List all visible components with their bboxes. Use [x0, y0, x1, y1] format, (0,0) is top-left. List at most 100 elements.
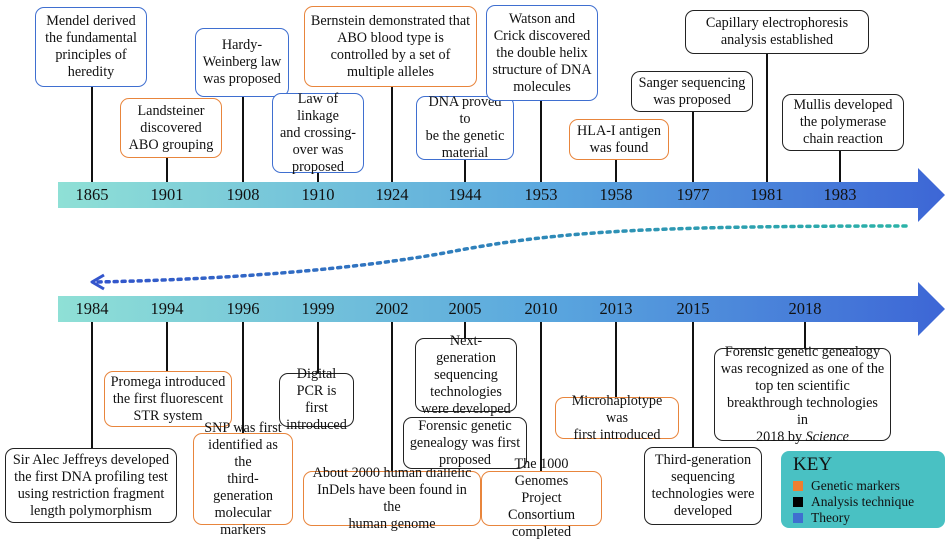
event-text-line: first introduced	[573, 426, 661, 443]
event-text-line: were developed	[421, 400, 511, 417]
event-text-line: The 1000 Genomes	[514, 456, 569, 489]
event-text-line: length polymorphism	[30, 502, 152, 519]
event-text-line: the fundamental	[45, 30, 137, 46]
event-text-line: Weinberg law	[202, 54, 282, 70]
event-text-line: over was	[292, 141, 344, 158]
event-box-1910: Law of linkage and crossing-over was propo…	[272, 91, 364, 176]
event-text-line: Forensic genetic	[418, 417, 512, 434]
event-text-line: structure of DNA	[492, 61, 592, 78]
event-box-1981: Capillary electrophoresis analysis establ…	[685, 10, 869, 54]
event-box-1958: HLA-I antigen was found	[569, 119, 669, 160]
event-connector-line	[464, 322, 466, 338]
event-description: Law of linkage and crossing-over was propo…	[278, 91, 358, 176]
event-text-line: genealogy was first	[409, 434, 521, 451]
genetic-markers-swatch	[793, 481, 803, 491]
event-text-line: Microhaplotype was	[571, 392, 663, 426]
event-description: Digital PCR is first introduced	[285, 366, 348, 434]
event-description: About 2000 human diallelic InDels have be…	[309, 465, 475, 533]
event-text-line: principles of	[55, 47, 127, 63]
event-text-line: Capillary electrophoresis	[705, 15, 849, 31]
year-label-1996: 1996	[226, 299, 260, 318]
event-text-line: the first DNA profiling test	[14, 468, 168, 485]
event-box-1953: Watson and Crick discovered the double hel…	[486, 5, 598, 101]
event-text-line: material	[441, 145, 489, 161]
event-text-line: was found	[589, 139, 649, 156]
event-text-line: technologies	[430, 383, 502, 400]
event-description: Next-generation sequencing technologies wer…	[421, 333, 511, 418]
year-label-2005: 2005	[448, 299, 482, 318]
year-label-1977: 1977	[676, 185, 710, 204]
event-connector-line	[242, 322, 244, 433]
event-text-line: 2018 by Science	[756, 428, 849, 445]
event-box-1944: DNA proved to be the genetic material	[416, 94, 514, 161]
year-label-1908: 1908	[226, 185, 260, 204]
event-text-line: Project Consortium	[507, 490, 575, 523]
event-connector-line	[692, 112, 694, 182]
event-connector-line	[464, 160, 466, 182]
event-box-1977: Sanger sequencing was proposed	[631, 71, 753, 112]
year-label-2010: 2010	[524, 299, 558, 318]
event-box-1901: Landsteiner discovered ABO grouping	[120, 98, 222, 158]
event-text-line: developed	[673, 503, 733, 519]
event-text-line: SNP was first	[204, 419, 282, 436]
year-label-1944: 1944	[448, 185, 482, 204]
event-box-1999: Digital PCR is first introduced	[279, 366, 354, 433]
event-text-line: multiple alleles	[346, 63, 435, 80]
year-label-1910: 1910	[301, 185, 335, 204]
event-connector-line	[391, 87, 393, 182]
year-label-1924: 1924	[375, 185, 409, 204]
event-connector-line	[692, 322, 694, 447]
event-text-line: heredity	[67, 64, 115, 80]
event-description: The 1000 Genomes Project Consortium comple…	[487, 456, 596, 541]
theory-swatch	[793, 513, 803, 523]
event-text-line: Landsteiner	[137, 102, 205, 119]
event-text-line: the double helix	[496, 44, 588, 61]
event-description: Watson and Crick discovered the double hel…	[492, 11, 591, 96]
event-description: Sir Alec Jeffreys developed the first DNA…	[13, 452, 169, 520]
event-text-line: was proposed	[653, 91, 731, 108]
event-box-1996: SNP was first identified as the third-gene…	[193, 420, 293, 538]
event-box-1924: Bernstein demonstrated that ABO blood typ…	[304, 6, 477, 87]
year-label-1865: 1865	[75, 185, 109, 204]
event-description: Mendel derived the fundamental principles …	[45, 13, 137, 81]
event-box-2018: Forensic genetic genealogy was recognized…	[714, 344, 891, 445]
event-connector-line	[91, 322, 93, 448]
event-box-1984: Sir Alec Jeffreys developed the first DNA…	[5, 448, 177, 523]
legend-label: Theory	[811, 510, 850, 525]
event-description: HLA-I antigen was found	[577, 123, 661, 157]
event-description: Bernstein demonstrated that ABO blood typ…	[311, 13, 470, 81]
event-description: Landsteiner discovered ABO grouping	[129, 103, 214, 154]
year-label-1958: 1958	[599, 185, 633, 204]
event-text-line: controlled by a set of	[330, 46, 451, 63]
event-box-2013: Microhaplotype was first introduced	[555, 393, 679, 443]
event-text-line: completed	[511, 524, 572, 540]
event-text-line: molecules	[513, 78, 571, 95]
event-text-line: technologies were	[651, 486, 755, 502]
event-text-line: DNA proved to	[428, 94, 502, 127]
event-box-2010: The 1000 Genomes Project Consortium comple…	[481, 456, 602, 540]
event-connector-line	[166, 158, 168, 182]
event-text-line: analysis established	[720, 32, 834, 48]
event-description: Mullis developed the polymerase chain reac…	[794, 97, 893, 148]
event-box-1983: Mullis developed the polymerase chain reac…	[782, 94, 904, 151]
event-connector-line	[242, 97, 244, 182]
event-text-line: the first fluorescent	[112, 390, 224, 407]
event-text-line: Promega introduced	[110, 373, 226, 390]
analysis-technique-swatch	[793, 497, 803, 507]
year-label-2015: 2015	[676, 299, 710, 318]
event-text-line: human genome	[348, 515, 436, 532]
legend-item-genetic-markers: Genetic markers	[793, 478, 900, 494]
event-text-line: Bernstein demonstrated that	[310, 12, 471, 29]
event-box-2005: Next-generation sequencing technologies wer…	[415, 333, 517, 417]
year-label-1983: 1983	[823, 185, 857, 204]
event-text-line: sequencing	[671, 469, 735, 485]
year-label-1981: 1981	[750, 185, 784, 204]
event-connector-line	[166, 322, 168, 371]
event-text-line: identified as the	[208, 436, 278, 470]
bottom-timeline-arrow	[58, 282, 945, 336]
event-text-line: using restriction fragment	[17, 485, 165, 502]
event-text-line: be the genetic	[425, 128, 505, 144]
event-box-1994: Promega introduced the first fluorescent S…	[104, 371, 232, 427]
year-label-1999: 1999	[301, 299, 335, 318]
